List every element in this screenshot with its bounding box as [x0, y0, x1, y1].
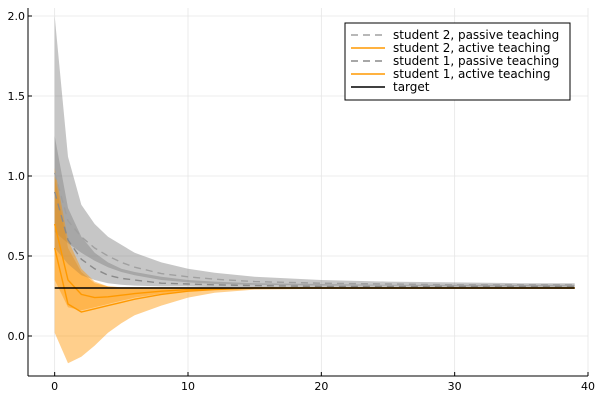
legend-label: target [393, 80, 430, 94]
band-series-3 [54, 168, 575, 311]
confidence-bands [54, 16, 575, 364]
y-tick-label: 1.0 [8, 170, 26, 183]
y-tick-label: 0.0 [8, 330, 26, 343]
x-tick-label: 20 [314, 380, 328, 393]
tick-labels: 0 10 20 30 40 0.0 0.5 1.0 1.5 2.0 [8, 10, 596, 393]
band-series-0 [54, 16, 575, 287]
x-tick-label: 40 [581, 380, 595, 393]
x-tick-label: 0 [51, 380, 58, 393]
line-series-0 [53, 172, 575, 286]
x-tick-label: 30 [448, 380, 462, 393]
legend-label: student 1, active teaching [393, 67, 550, 81]
x-tick-label: 10 [181, 380, 195, 393]
axes [27, 8, 589, 377]
line-series-2 [53, 191, 575, 288]
y-tick-label: 0.5 [8, 250, 26, 263]
y-tick-label: 2.0 [8, 10, 26, 23]
legend-label: student 1, passive teaching [393, 54, 559, 68]
legend-label: student 2, passive teaching [393, 28, 559, 42]
legend-label: student 2, active teaching [393, 41, 550, 55]
band-series-2 [54, 136, 575, 288]
series-lines [53, 172, 575, 313]
y-tick-label: 1.5 [8, 90, 26, 103]
